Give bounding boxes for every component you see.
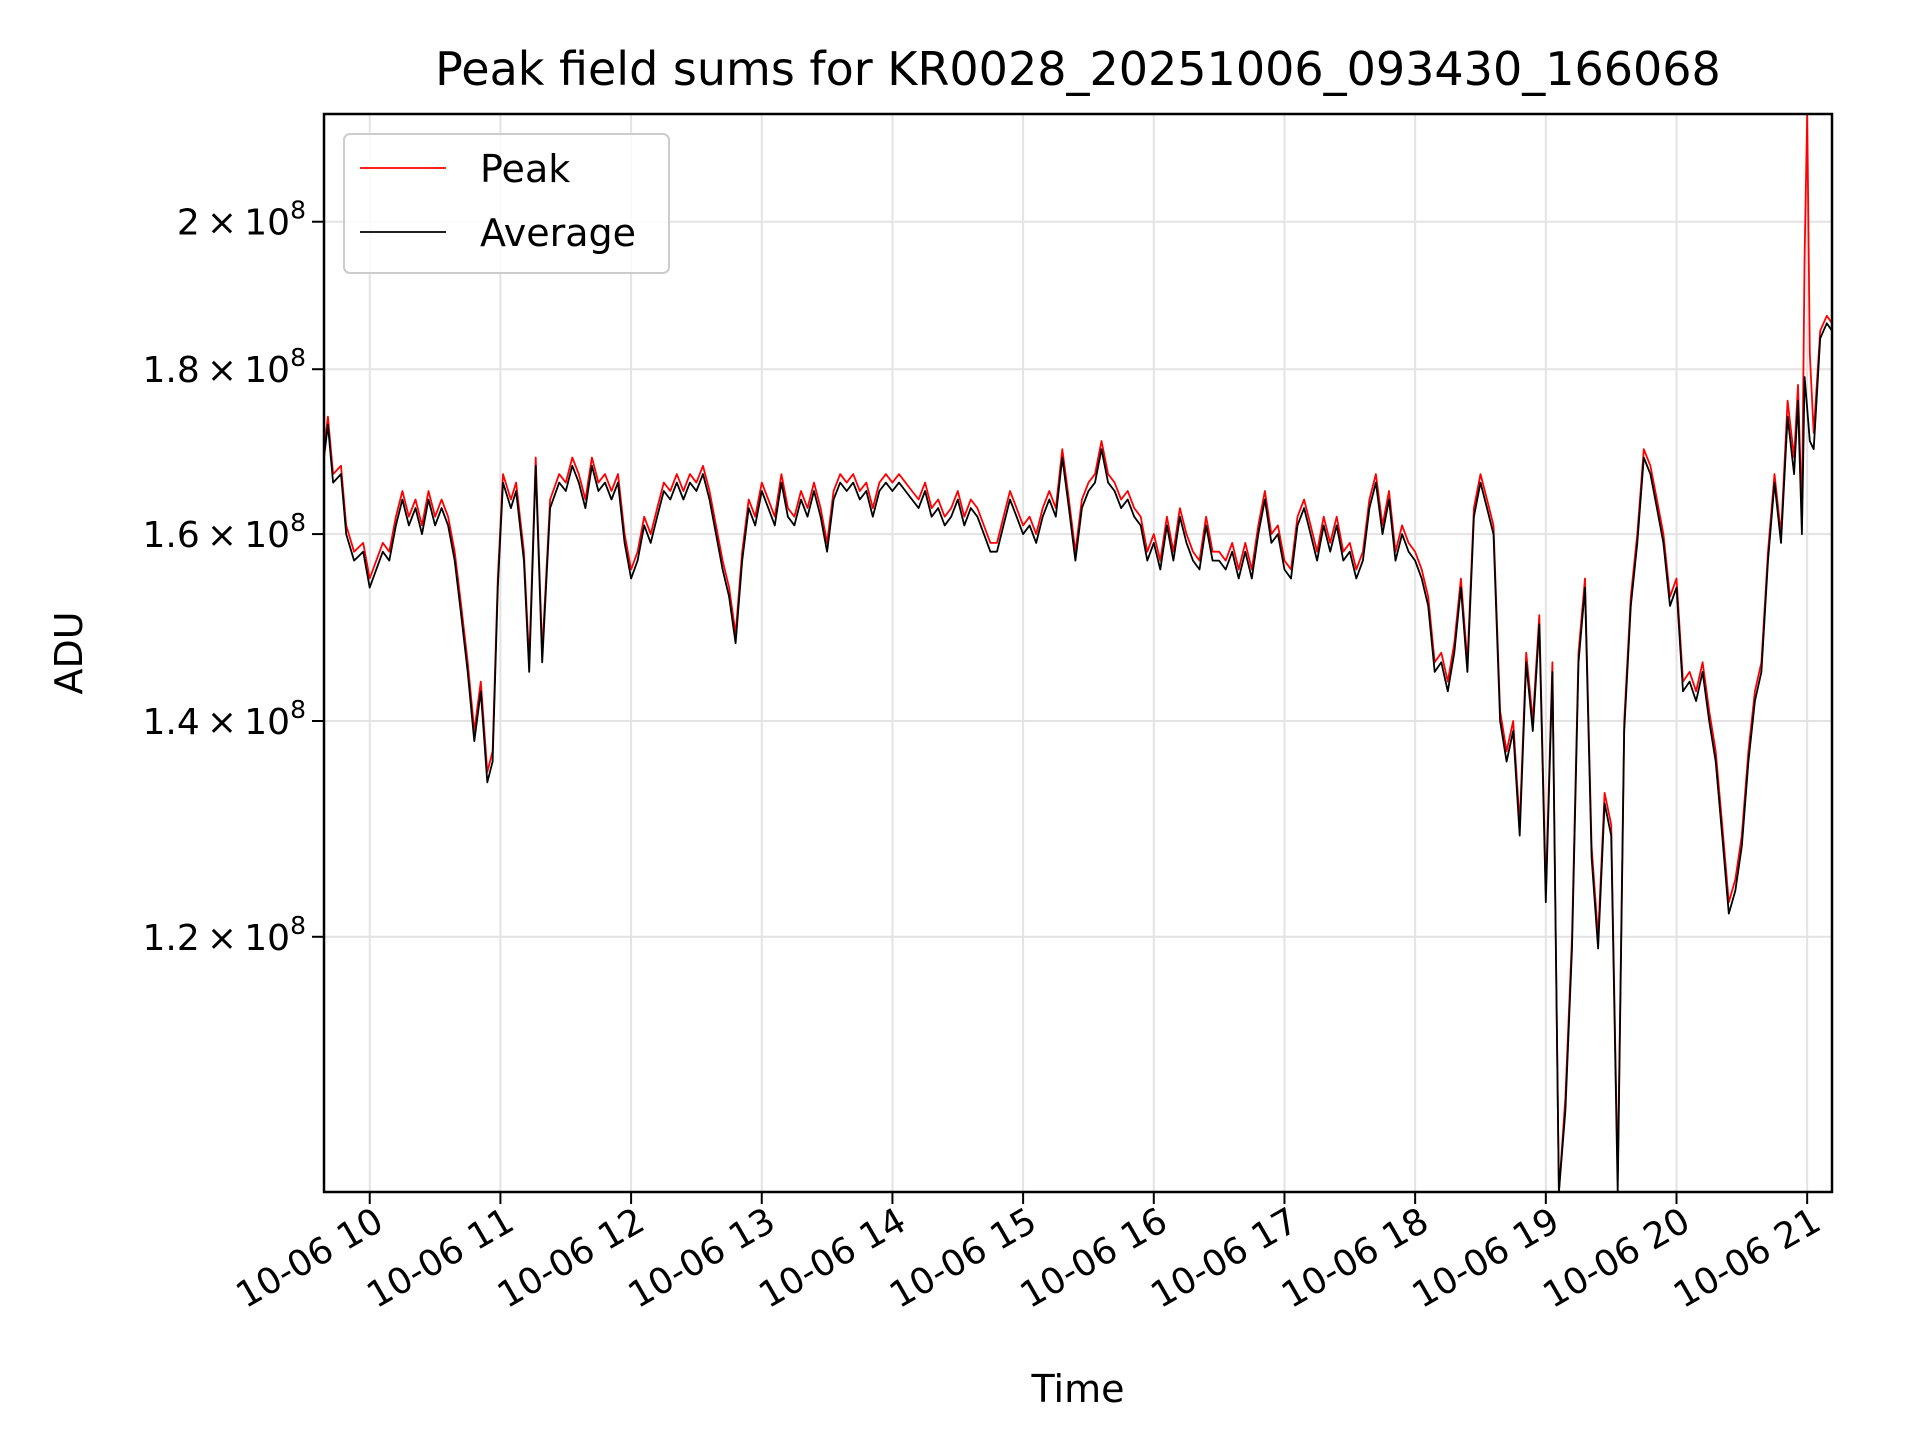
legend-label-average: Average (480, 211, 636, 255)
plot-frame (322, 112, 1834, 1194)
chart-title: Peak field sums for KR0028_20251006_0934… (435, 42, 1721, 96)
series-layer (324, 114, 1832, 1192)
y-tick-label: 1.4 × 108 (142, 695, 306, 743)
y-axis: 1.2 × 108 1.4 × 108 1.6 × 108 1.8 × 108 2 × … (142, 196, 324, 959)
y-tick-label: 1.8 × 108 (142, 343, 306, 391)
y-axis-label: ADU (47, 611, 91, 694)
legend-label-peak: Peak (480, 147, 570, 191)
y-tick-label: 2 × 108 (177, 196, 306, 244)
series-line-average (324, 322, 1832, 1192)
y-tick-label: 1.2 × 108 (142, 911, 306, 959)
legend: Peak Average (343, 133, 670, 274)
x-axis-label: Time (1031, 1367, 1125, 1411)
y-tick-label: 1.6 × 108 (142, 508, 306, 556)
